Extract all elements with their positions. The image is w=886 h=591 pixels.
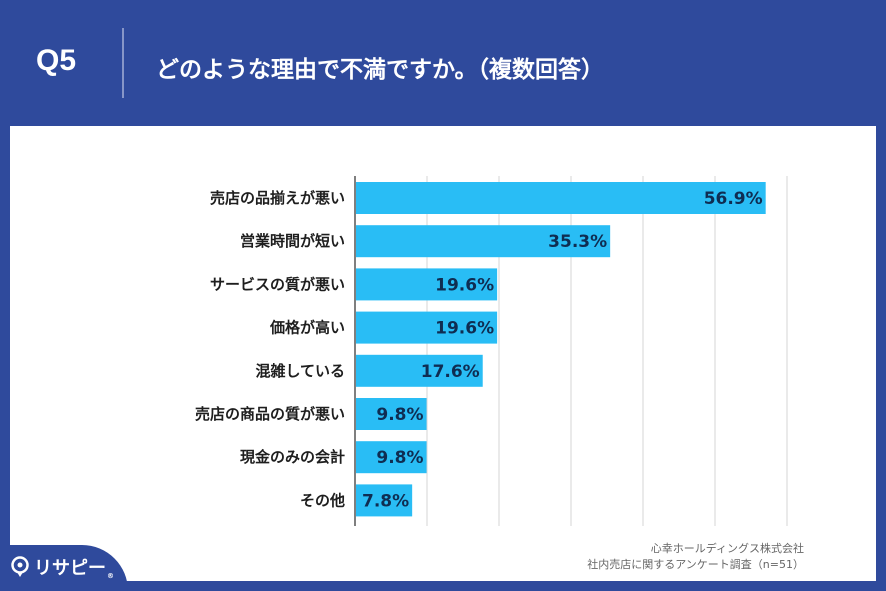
bar bbox=[356, 484, 413, 517]
registered-mark: ® bbox=[107, 572, 114, 580]
category-label: 営業時間が短い bbox=[240, 232, 345, 250]
category-label: その他 bbox=[300, 491, 345, 509]
brand-logo: リサピー ® bbox=[10, 554, 114, 580]
value-label: 56.9% bbox=[704, 189, 763, 209]
value-label: 19.6% bbox=[435, 319, 494, 339]
header-band: Q5 どのような理由で不満ですか。（複数回答） bbox=[0, 0, 886, 126]
question-number: Q5 bbox=[36, 44, 77, 77]
chart-card: 売店の品揃えが悪い 56.9% 営業時間が短い 35.3% サービスの質が悪い 19.6%… bbox=[10, 126, 876, 581]
question-title: どのような理由で不満ですか。（複数回答） bbox=[156, 57, 605, 83]
category-label: 売店の品揃えが悪い bbox=[210, 189, 345, 207]
value-label: 35.3% bbox=[548, 232, 607, 252]
bar bbox=[356, 441, 427, 474]
bar bbox=[356, 311, 498, 344]
logo-tab bbox=[0, 545, 128, 591]
source-company: 心幸ホールディングス株式会社 bbox=[650, 542, 804, 555]
bar bbox=[356, 398, 427, 430]
value-label: 9.8% bbox=[376, 448, 423, 468]
header-divider bbox=[122, 28, 124, 98]
value-label: 17.6% bbox=[421, 362, 480, 382]
value-label: 19.6% bbox=[435, 275, 494, 295]
bar bbox=[356, 354, 483, 387]
category-label: サービスの質が悪い bbox=[210, 275, 345, 293]
bar-chart: 売店の品揃えが悪い 56.9% 営業時間が短い 35.3% サービスの質が悪い 19.6%… bbox=[195, 176, 788, 526]
category-label: 価格が高い bbox=[269, 319, 345, 337]
category-label: 売店の商品の質が悪い bbox=[195, 405, 345, 423]
category-label: 現金のみの会計 bbox=[240, 448, 345, 466]
bar bbox=[356, 225, 611, 258]
value-label: 9.8% bbox=[376, 405, 423, 425]
source-survey: 社内売店に関するアンケート調査（n=51） bbox=[587, 558, 804, 571]
logo-text: リサピー bbox=[34, 558, 106, 579]
category-label: 混雑している bbox=[255, 362, 345, 380]
pin-icon bbox=[10, 556, 30, 578]
bar bbox=[356, 268, 498, 301]
value-label: 7.8% bbox=[362, 491, 409, 511]
bar bbox=[356, 182, 766, 214]
